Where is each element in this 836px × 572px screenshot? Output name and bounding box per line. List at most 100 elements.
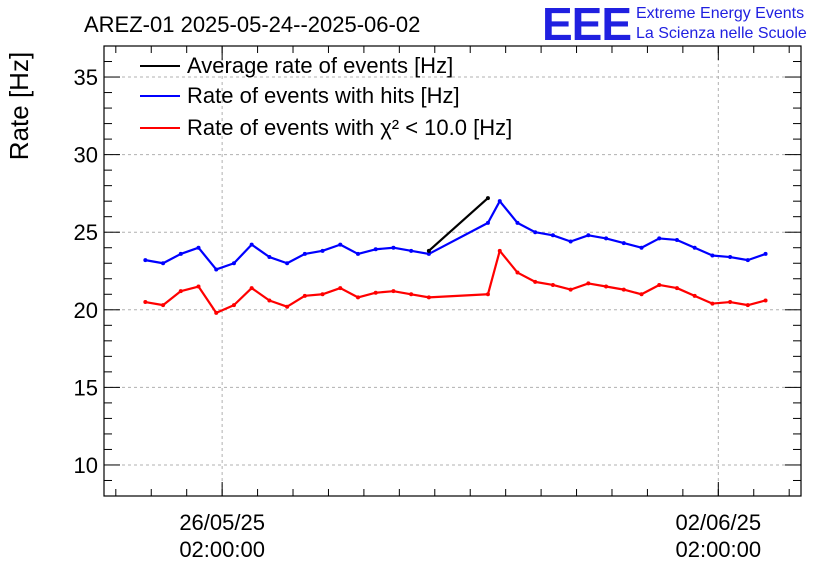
- data-point: [639, 245, 644, 250]
- data-point: [763, 251, 768, 256]
- x-tick-label-time: 02:00:00: [179, 537, 265, 562]
- data-point: [249, 242, 254, 247]
- series-segment: [286, 252, 306, 265]
- data-point: [568, 239, 573, 244]
- series-segment: [486, 250, 501, 295]
- series-segment: [428, 293, 488, 299]
- data-point: [196, 284, 201, 289]
- series-segment: [694, 294, 713, 305]
- data-point: [568, 287, 573, 292]
- data-point: [409, 292, 414, 297]
- data-point: [338, 286, 343, 291]
- data-point: [485, 220, 490, 225]
- series-segment: [659, 237, 678, 242]
- series-segment: [304, 293, 323, 297]
- data-point: [621, 287, 626, 292]
- series-segment: [552, 234, 571, 243]
- series-segment: [162, 252, 182, 265]
- data-point: [515, 220, 520, 225]
- series-segment: [375, 290, 394, 294]
- series-segment: [304, 249, 323, 256]
- series-segment: [588, 234, 607, 240]
- data-point: [161, 261, 166, 266]
- data-point: [674, 237, 679, 242]
- data-point: [550, 233, 555, 238]
- series-0: [426, 196, 490, 253]
- data-point: [285, 261, 290, 266]
- data-point: [586, 281, 591, 286]
- series-segment: [641, 237, 660, 249]
- data-point: [214, 267, 219, 272]
- data-point: [267, 255, 272, 260]
- data-point: [231, 303, 236, 308]
- series-segment: [676, 238, 696, 249]
- data-point: [426, 248, 431, 253]
- series-segment: [322, 287, 341, 296]
- data-point: [267, 298, 272, 303]
- series-segment: [357, 291, 376, 299]
- series-segment: [676, 287, 696, 297]
- tick-labels: 10152025303526/05/2502:00:0002/06/2502:0…: [74, 65, 762, 562]
- x-tick-label-date: 02/06/25: [675, 510, 761, 535]
- series-segment: [233, 243, 253, 264]
- series-segment: [410, 249, 430, 256]
- y-tick-label: 15: [74, 375, 98, 400]
- series-segment: [498, 250, 519, 274]
- data-point: [391, 245, 396, 250]
- data-point: [320, 292, 325, 297]
- series-segment: [410, 293, 430, 299]
- data-point: [426, 295, 431, 300]
- series-segment: [180, 285, 199, 293]
- chart-title: AREZ-01 2025-05-24--2025-06-02: [84, 12, 420, 37]
- data-point: [178, 289, 183, 294]
- logo-mark: EEE: [542, 0, 631, 50]
- y-tick-label: 25: [74, 220, 98, 245]
- series-segment: [498, 200, 519, 224]
- data-point: [409, 248, 414, 253]
- data-point: [639, 292, 644, 297]
- series-segment: [570, 282, 589, 291]
- data-point: [604, 236, 609, 241]
- series-segment: [712, 254, 731, 259]
- legend-label: Rate of events with hits [Hz]: [187, 83, 460, 108]
- series-segment: [269, 255, 288, 265]
- data-point: [692, 293, 697, 298]
- series-segment: [180, 246, 199, 255]
- series-1: [143, 199, 768, 272]
- data-point: [355, 251, 360, 256]
- series-segment: [623, 242, 642, 249]
- y-tick-label: 30: [74, 143, 98, 168]
- data-point: [391, 289, 396, 294]
- data-point: [426, 251, 431, 256]
- data-point: [338, 242, 343, 247]
- series-segment: [535, 280, 554, 287]
- y-tick-label: 10: [74, 453, 98, 478]
- series-segment: [605, 285, 624, 291]
- series-segment: [251, 287, 271, 302]
- series-segment: [729, 300, 749, 307]
- series-segment: [588, 282, 607, 288]
- series-segment: [357, 248, 376, 255]
- data-point: [657, 282, 662, 287]
- legend-label: Rate of events with χ² < 10.0 [Hz]: [187, 115, 512, 140]
- data-point: [302, 293, 307, 298]
- data-point: [373, 247, 378, 252]
- legend-label: Average rate of events [Hz]: [187, 53, 453, 78]
- series-segment: [145, 300, 164, 307]
- series-segment: [486, 200, 501, 224]
- series-segment: [393, 290, 412, 296]
- data-point: [515, 270, 520, 275]
- data-point: [320, 248, 325, 253]
- data-point: [745, 258, 750, 263]
- data-point: [302, 251, 307, 256]
- series-segment: [375, 246, 394, 251]
- x-tick-label-time: 02:00:00: [675, 537, 761, 562]
- series-segment: [641, 283, 660, 296]
- plot-frame: [103, 45, 802, 497]
- grid-lines: [104, 46, 801, 496]
- data-point: [745, 303, 750, 308]
- y-tick-label: 35: [74, 65, 98, 90]
- data-point: [143, 258, 148, 263]
- series-segment: [570, 234, 589, 243]
